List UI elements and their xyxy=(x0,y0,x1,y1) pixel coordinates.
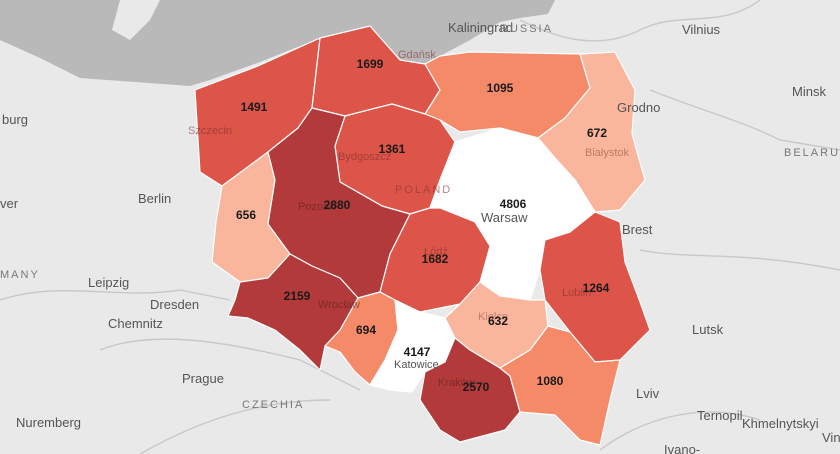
label-ternopil: Ternopil xyxy=(697,408,743,423)
value-opolskie: 694 xyxy=(356,323,376,337)
border-line xyxy=(599,411,761,451)
value-mazowieckie: 4806 xyxy=(500,197,527,211)
label-leipzig: Leipzig xyxy=(88,275,129,290)
label-warsaw: Warsaw xyxy=(481,210,528,225)
label-ivano: Ivano- xyxy=(664,442,700,454)
label-hamburg: burg xyxy=(2,112,28,127)
value-malopolskie: 2570 xyxy=(463,380,490,394)
value-lodzkie: 1682 xyxy=(422,252,449,266)
label-berlin: Berlin xyxy=(138,191,171,206)
region-slaskie[interactable] xyxy=(369,299,456,393)
label-lublin: Lublin xyxy=(562,287,591,299)
border-line xyxy=(519,0,761,42)
label-krakow: Kraków xyxy=(438,377,475,389)
label-szczecin: Szczecin xyxy=(188,125,232,137)
label-poland: POLAND xyxy=(395,184,452,196)
label-lutsk: Lutsk xyxy=(692,322,724,337)
value-swietokrzyskie: 632 xyxy=(488,314,508,328)
label-minsk: Minsk xyxy=(792,84,826,99)
label-lviv: Lviv xyxy=(636,386,660,401)
label-belarus: BELARU xyxy=(784,147,840,159)
border-line xyxy=(0,289,231,301)
label-lodz: Łódź xyxy=(424,246,448,258)
value-pomorskie: 1699 xyxy=(357,57,384,71)
value-podlaskie: 672 xyxy=(587,126,607,140)
label-kaliningrad: Kaliningrad xyxy=(448,20,513,35)
value-wielkopolskie: 2880 xyxy=(324,198,351,212)
value-warminsko-mazurskie: 1095 xyxy=(487,81,514,95)
value-dolnoslaskie: 2159 xyxy=(284,289,311,303)
label-prague: Prague xyxy=(182,371,224,386)
label-dresden: Dresden xyxy=(150,297,199,312)
border-line xyxy=(639,249,840,271)
border-line xyxy=(649,89,840,151)
border-line xyxy=(99,338,361,391)
label-nuremberg: Nuremberg xyxy=(16,415,81,430)
label-vin: Vin xyxy=(822,430,840,445)
label-czechia: CZECHIA xyxy=(242,399,304,411)
label-khmelnytskyi: Khmelnytskyi xyxy=(742,416,819,431)
value-podkarpackie: 1080 xyxy=(537,374,564,388)
value-lubuskie: 656 xyxy=(236,208,256,222)
border-line xyxy=(139,399,331,454)
label-poznan: Poznań xyxy=(298,201,335,213)
label-wroclaw: Wrocław xyxy=(318,299,360,311)
label-germany: MANY xyxy=(0,269,40,281)
label-chemnitz: Chemnitz xyxy=(108,316,163,331)
label-russia: RUSSIA xyxy=(500,23,553,35)
label-hanover: ver xyxy=(0,196,19,211)
label-kielce: Kielce xyxy=(478,311,508,323)
label-gdansk: Gdańsk xyxy=(398,49,436,61)
label-bydgoszcz: Bydgoszcz xyxy=(338,151,391,163)
value-kujawsko-pomorskie: 1361 xyxy=(379,142,406,156)
region-podkarpackie[interactable] xyxy=(499,325,621,446)
value-slaskie: 4147 xyxy=(404,345,431,359)
label-katowice: Katowice xyxy=(394,359,439,371)
label-grodno: Grodno xyxy=(617,100,660,115)
label-bialystok: Białystok xyxy=(585,147,630,159)
value-lubelskie: 1264 xyxy=(583,281,610,295)
label-brest: Brest xyxy=(622,222,653,237)
vistula-spit xyxy=(112,0,160,40)
value-zachodniopomorskie: 1491 xyxy=(241,100,268,114)
label-vilnius: Vilnius xyxy=(682,22,721,37)
